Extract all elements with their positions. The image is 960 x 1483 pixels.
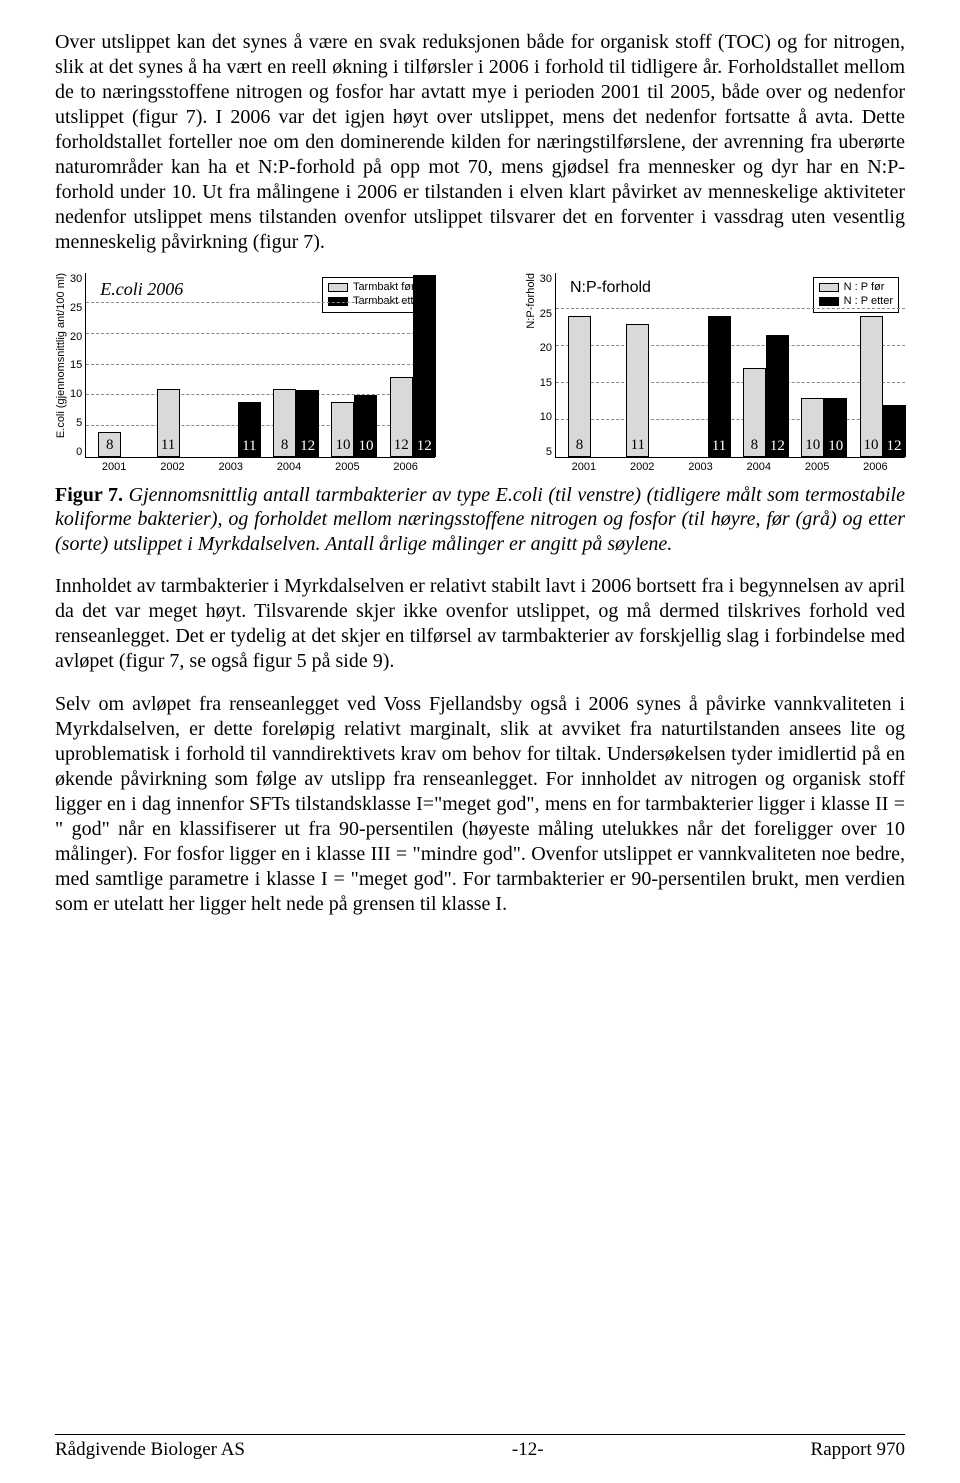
legend-swatch-before-icon — [328, 283, 348, 292]
bar-after: 10 — [354, 395, 377, 457]
bar-before: 10 — [801, 398, 824, 457]
bar-after: 12 — [883, 405, 906, 457]
legend-swatch-after-icon — [819, 297, 839, 306]
paragraph-1: Over utslippet kan det synes å være en s… — [55, 30, 905, 255]
footer-center: -12- — [512, 1439, 544, 1461]
legend-swatch-before-icon — [819, 283, 839, 292]
chart-left-yaxis: 302520151050 — [70, 273, 85, 458]
chart-right-title: N:P-forhold — [570, 279, 651, 297]
bar-after: 12 — [766, 335, 789, 457]
chart-left-ylabel: E.coli (gjennomsnittlig ant/100 ml) — [55, 273, 67, 468]
page-footer: Rådgivende Biologer AS -12- Rapport 970 — [55, 1439, 905, 1461]
chart-right-plot: N:P-forhold N : P før N : P etter 811118… — [555, 273, 905, 458]
bar-before: 8 — [743, 368, 766, 457]
charts-row: E.coli (gjennomsnittlig ant/100 ml) 3025… — [55, 273, 905, 473]
footer-divider — [55, 1434, 905, 1435]
paragraph-3: Selv om avløpet fra renseanlegget ved Vo… — [55, 692, 905, 917]
legend-after-label: N : P etter — [844, 294, 893, 308]
bar-before: 11 — [626, 324, 649, 457]
bar-before: 8 — [273, 389, 296, 457]
chart-right-yaxis: 30252015105 — [540, 273, 555, 458]
chart-left-plot: E.coli 2006 Tarmbakt før Tarmbakt etter … — [85, 273, 435, 458]
bar-before: 8 — [98, 432, 121, 457]
bar-before: 10 — [860, 316, 883, 457]
footer-left: Rådgivende Biologer AS — [55, 1439, 245, 1461]
bar-after: 11 — [238, 402, 261, 458]
bar-before: 11 — [157, 389, 180, 457]
bar-after: 12 — [413, 275, 436, 457]
bar-after: 10 — [824, 398, 847, 457]
bar-before: 8 — [568, 316, 591, 457]
figure-label: Figur 7. — [55, 484, 123, 506]
bar-after: 12 — [296, 390, 319, 457]
footer-right: Rapport 970 — [811, 1439, 905, 1461]
chart-left: E.coli (gjennomsnittlig ant/100 ml) 3025… — [55, 273, 435, 473]
bar-before: 10 — [331, 402, 354, 458]
chart-left-xaxis: 200120022003200420052006 — [85, 461, 435, 473]
chart-right-ylabel: N:P-forhold — [525, 273, 537, 359]
legend-before-label: N : P før — [844, 280, 885, 294]
paragraph-2: Innholdet av tarmbakterier i Myrkdalselv… — [55, 574, 905, 674]
figure-7-caption: Figur 7. Gjennomsnittlig antall tarmbakt… — [55, 483, 905, 556]
bar-after: 11 — [708, 316, 731, 457]
bar-before: 12 — [390, 377, 413, 457]
chart-right-xaxis: 200120022003200420052006 — [555, 461, 905, 473]
chart-right: N:P-forhold 30252015105 N:P-forhold N : … — [525, 273, 905, 473]
legend-before-label: Tarmbakt før — [353, 280, 415, 294]
figure-caption-text: Gjennomsnittlig antall tarmbakterier av … — [55, 484, 905, 555]
chart-left-title: E.coli 2006 — [100, 279, 183, 300]
